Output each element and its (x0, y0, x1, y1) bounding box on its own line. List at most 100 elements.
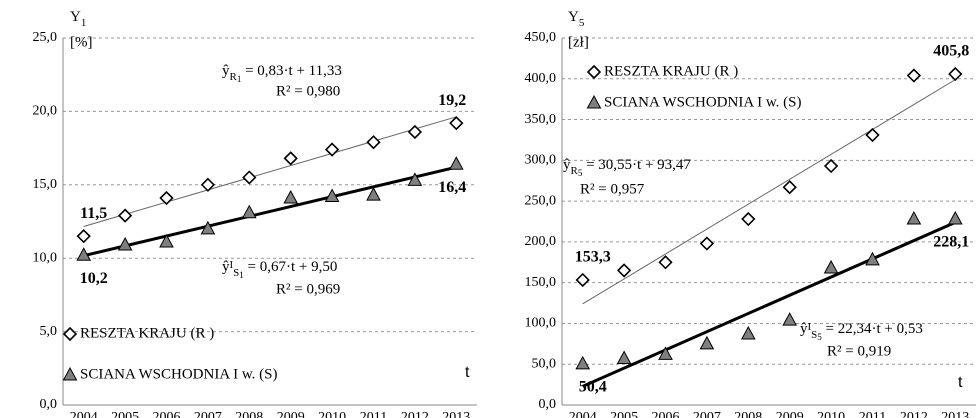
legend-label: SCIANA WSCHODNIA I w. (S) (80, 366, 278, 382)
y-unit: [%] (70, 34, 93, 50)
x-tick-label: 2004 (70, 410, 98, 418)
marker (616, 350, 632, 365)
trend-line (83, 165, 457, 258)
trend-equation: ŷR1 = 0,83·t + 11,33 (222, 63, 342, 84)
x-tick-label: 2011 (859, 410, 886, 418)
x-tick-label: 2011 (360, 410, 387, 418)
data-label: 228,1 (933, 234, 969, 251)
marker (948, 66, 963, 82)
x-tick-label: 2006 (153, 410, 181, 418)
trend-r2: R² = 0,969 (276, 281, 340, 297)
marker (117, 208, 133, 223)
marker (782, 312, 798, 326)
marker (658, 255, 673, 270)
eq-subsub: 5 (578, 168, 583, 178)
legend-label: SCIANA WSCHODNIA I w. (S) (604, 94, 802, 110)
trend-equation: ŷIS5 = 22,34·t + 0,53 (800, 321, 923, 343)
x-tick-label: 2007 (194, 410, 222, 418)
y-tick-label: 10,0 (33, 250, 58, 265)
marker (283, 189, 299, 204)
x-tick-label: 2010 (318, 410, 346, 418)
data-label: 10,2 (80, 270, 108, 287)
eq-sup: I (808, 321, 812, 333)
marker (865, 127, 880, 143)
eq-sub: R (571, 165, 579, 177)
marker (906, 211, 922, 225)
x-tick-label: 2010 (817, 410, 845, 418)
y-tick-label: 0,0 (40, 397, 58, 412)
x-tick-label: 2013 (941, 410, 969, 418)
data-label: 11,5 (80, 205, 107, 222)
marker (575, 355, 591, 370)
trend-equation: ŷR5 = 30,55·t + 93,47 (563, 157, 691, 178)
marker (324, 188, 340, 203)
x-tick-label: 2009 (776, 410, 804, 418)
x-axis-label: t (465, 364, 470, 381)
legend-marker (586, 94, 602, 109)
marker (865, 251, 880, 266)
y-tick-label: 250,0 (525, 193, 557, 208)
marker (823, 158, 839, 174)
y-label-main: Y (70, 9, 81, 25)
marker (448, 156, 464, 170)
x-tick-label: 2005 (610, 410, 638, 418)
y-axis-label: Y5 (568, 9, 585, 28)
eq-text: = 0,83·t + 11,33 (241, 63, 342, 79)
legend-label: RESZTA KRAJU (R ) (604, 63, 738, 79)
y-label-main: Y (568, 9, 579, 25)
marker (76, 229, 91, 244)
marker (242, 170, 257, 185)
y-tick-label: 25,0 (33, 30, 58, 45)
marker (575, 272, 590, 288)
marker (241, 204, 257, 219)
trend-r2: R² = 0,957 (580, 181, 645, 197)
x-tick-label: 2009 (277, 410, 305, 418)
data-label: 405,8 (933, 43, 969, 60)
x-tick-label: 2008 (734, 410, 762, 418)
y-label-sub: 5 (579, 17, 585, 29)
legend-label: RESZTA KRAJU (R ) (80, 325, 214, 341)
y-axis-label: Y1 (70, 9, 86, 28)
eq-symbol: ŷ (563, 157, 571, 173)
y-tick-label: 300,0 (525, 153, 557, 168)
trend-r2: R² = 0,919 (827, 343, 891, 359)
data-label: 16,4 (438, 179, 466, 196)
x-tick-label: 2012 (401, 410, 429, 418)
x-tick-label: 2012 (900, 410, 928, 418)
y-tick-label: 200,0 (525, 234, 557, 249)
y-tick-label: 5,0 (40, 324, 58, 339)
marker (324, 142, 340, 157)
data-label: 50,4 (579, 379, 607, 396)
marker (117, 236, 133, 251)
y-label-sub: 1 (81, 17, 87, 29)
marker (699, 335, 715, 350)
y-tick-label: 50,0 (532, 356, 557, 371)
marker (283, 151, 298, 166)
y-tick-label: 350,0 (525, 112, 557, 127)
x-tick-label: 2005 (111, 410, 139, 418)
eq-text: = 30,55·t + 93,47 (582, 157, 691, 173)
eq-sub: S (233, 267, 239, 279)
marker (823, 259, 839, 274)
eq-sup: I (230, 259, 234, 271)
y-tick-label: 150,0 (525, 275, 557, 290)
marker (947, 210, 963, 225)
marker (76, 247, 92, 261)
trend-equation: ŷIS1 = 0,67·t + 9,50 (222, 259, 337, 281)
marker (699, 236, 715, 251)
marker (449, 116, 464, 131)
legend-marker (62, 366, 78, 381)
y-tick-label: 0,0 (539, 397, 557, 412)
marker (407, 172, 423, 186)
x-tick-label: 2007 (693, 410, 721, 418)
x-axis-label: t (958, 374, 963, 391)
eq-symbol: ŷ (800, 321, 808, 337)
x-tick-label: 2013 (442, 410, 470, 418)
marker (366, 187, 381, 201)
marker (741, 211, 756, 227)
eq-subsub: 5 (817, 332, 822, 342)
x-tick-label: 2006 (652, 410, 680, 418)
trend-line (582, 79, 956, 305)
eq-text: = 22,34·t + 0,53 (822, 321, 923, 337)
